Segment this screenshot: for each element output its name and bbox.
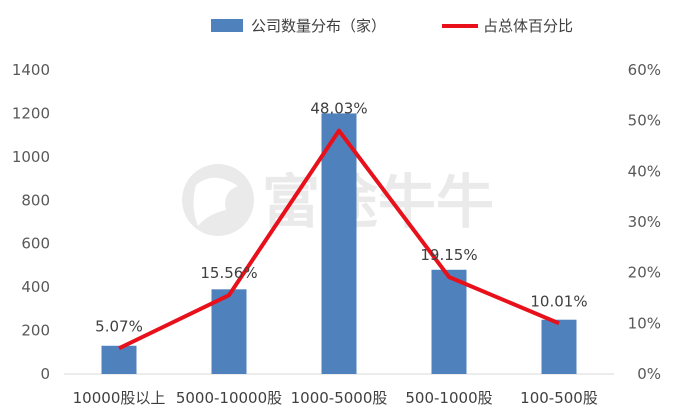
data-labels: 5.07% 15.56% 48.03% 19.15% 10.01% xyxy=(95,100,587,336)
x-tick-label: 100-500股 xyxy=(520,389,598,407)
percent-line xyxy=(118,128,560,351)
legend-label-line: 占总体百分比 xyxy=(483,17,573,35)
x-tick-label: 1000-5000股 xyxy=(291,389,388,407)
data-label: 15.56% xyxy=(200,264,257,282)
y-tick-label-left: 1200 xyxy=(12,104,50,122)
x-tick-label: 10000股以上 xyxy=(73,389,166,407)
y-tick-label-right: 40% xyxy=(628,162,661,180)
y-tick-label-right: 60% xyxy=(628,61,661,79)
y-tick-label-left: 600 xyxy=(21,235,50,253)
y-tick-label-right: 0% xyxy=(637,365,661,383)
bar xyxy=(101,345,137,374)
line-series xyxy=(118,128,560,351)
watermark-text: 富途牛牛 xyxy=(262,168,494,236)
y-tick-label-left: 0 xyxy=(40,365,50,383)
y-tick-label-right: 20% xyxy=(628,264,661,282)
y-tick-label-right: 10% xyxy=(628,314,661,332)
legend-swatch-bar xyxy=(211,19,243,32)
bar xyxy=(431,269,467,374)
bar xyxy=(211,289,247,374)
watermark-logo-icon xyxy=(182,164,254,236)
x-tick-label: 500-1000股 xyxy=(405,389,492,407)
data-label: 5.07% xyxy=(95,317,143,335)
legend: 公司数量分布（家） 占总体百分比 xyxy=(211,17,573,35)
data-label: 10.01% xyxy=(530,292,587,310)
y-tick-label-right: 30% xyxy=(628,213,661,231)
y-tick-label-left: 1400 xyxy=(12,61,50,79)
data-label: 19.15% xyxy=(420,246,477,264)
y-tick-label-left: 400 xyxy=(21,278,50,296)
bar xyxy=(321,113,357,374)
legend-label-bar: 公司数量分布（家） xyxy=(251,17,386,35)
y-tick-label-left: 800 xyxy=(21,191,50,209)
bar-series xyxy=(101,113,577,374)
x-axis-categories: 10000股以上 5000-10000股 1000-5000股 500-1000股 10… xyxy=(73,389,598,407)
y-tick-label-left: 200 xyxy=(21,322,50,340)
y-tick-label-right: 50% xyxy=(628,112,661,130)
data-label: 48.03% xyxy=(310,100,367,118)
bar xyxy=(541,319,577,374)
y-axis-left: 0 200 400 600 800 1000 1200 1400 xyxy=(12,61,50,383)
x-tick-label: 5000-10000股 xyxy=(176,389,282,407)
y-tick-label-left: 1000 xyxy=(12,148,50,166)
y-axis-right: 0% 10% 20% 30% 40% 50% 60% xyxy=(628,61,661,383)
